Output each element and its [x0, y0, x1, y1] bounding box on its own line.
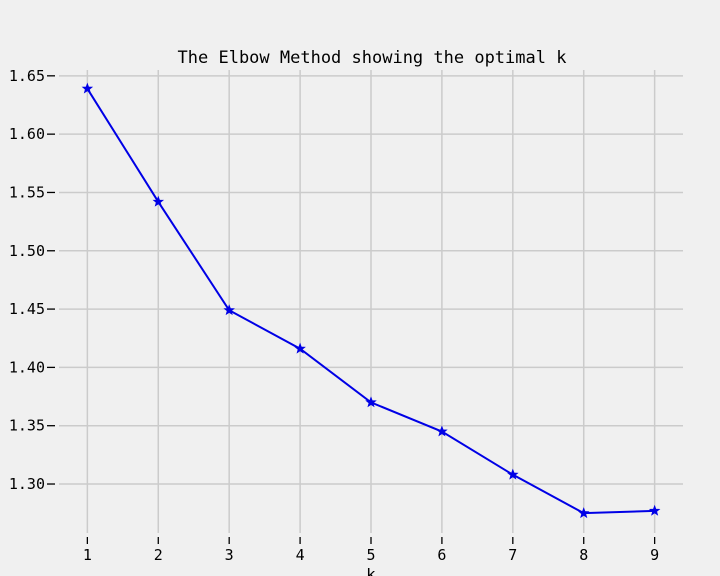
data-point-marker: [152, 195, 165, 207]
x-tick-label: 1: [83, 546, 92, 564]
data-point-marker: [294, 342, 306, 354]
x-axis-label: k: [366, 565, 376, 576]
y-tick-label: 1.40: [9, 358, 45, 376]
data-point-marker: [577, 507, 590, 519]
y-tick-label: 1.30: [9, 475, 45, 493]
y-tick-label: 1.35: [9, 417, 45, 435]
data-point-marker: [648, 504, 661, 516]
x-tick-label: 7: [508, 546, 517, 564]
y-tick-label: 1.45: [9, 300, 45, 318]
x-tick-label: 8: [579, 546, 588, 564]
y-tick-label: 1.50: [9, 242, 45, 260]
grid: [59, 70, 683, 533]
ticks: 1 2 3 4 5 6 7 8 9 1.30 1.35 1.40 1.45 1.50 1.55 1.60 1.6…: [9, 67, 659, 564]
x-tick-label: 9: [650, 546, 659, 564]
data-point-marker: [507, 468, 519, 480]
y-tick-label: 1.65: [9, 67, 45, 85]
chart-title: The Elbow Method showing the optimal k: [178, 48, 567, 68]
y-tick-label: 1.55: [9, 183, 45, 201]
x-tick-label: 6: [437, 546, 446, 564]
data-point-marker: [223, 304, 235, 316]
x-tick-label: 5: [366, 546, 375, 564]
data-point-marker: [365, 396, 377, 408]
x-tick-label: 2: [154, 546, 163, 564]
series: [81, 82, 661, 519]
x-tick-label: 3: [225, 546, 234, 564]
data-point-marker: [436, 425, 448, 437]
y-tick-label: 1.60: [9, 125, 45, 143]
data-point-marker: [81, 82, 94, 94]
x-tick-label: 4: [296, 546, 305, 564]
